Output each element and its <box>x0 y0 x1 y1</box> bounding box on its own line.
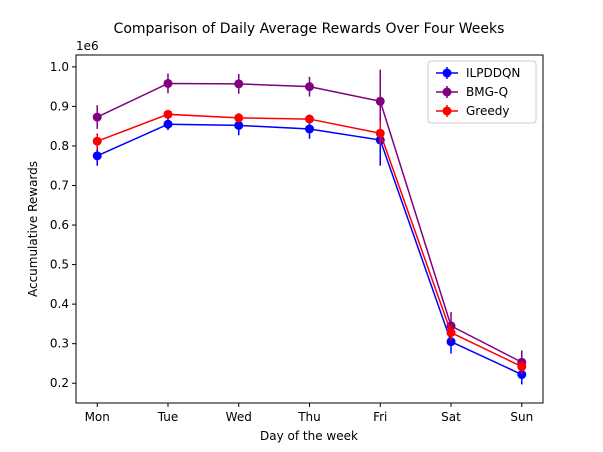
y-tick-label: 0.5 <box>50 258 69 272</box>
x-tick-label: Thu <box>297 410 321 424</box>
data-point <box>517 370 527 380</box>
data-point <box>446 328 456 338</box>
y-tick-label: 0.9 <box>50 99 69 113</box>
y-tick-label: 0.3 <box>50 337 69 351</box>
data-point <box>163 78 173 88</box>
x-axis: Mon Tue Wed Thu Fri Sat Sun <box>85 403 533 424</box>
data-point <box>92 151 102 161</box>
data-point <box>234 120 244 130</box>
x-tick-label: Tue <box>157 410 179 424</box>
data-point <box>234 113 244 123</box>
y-scale-label: 1e6 <box>76 39 99 53</box>
data-point <box>517 362 527 372</box>
y-tick-label: 0.7 <box>50 179 69 193</box>
y-tick-label: 0.6 <box>50 218 69 232</box>
x-tick-label: Mon <box>85 410 110 424</box>
y-axis: 0.2 0.3 0.4 0.5 0.6 0.7 0.8 0.9 1.0 <box>50 60 76 390</box>
legend-marker <box>442 106 452 116</box>
x-tick-label: Sun <box>510 410 533 424</box>
legend-item: BMG-Q <box>436 85 508 99</box>
x-axis-title: Day of the week <box>260 429 358 443</box>
data-point <box>163 119 173 129</box>
data-point <box>92 136 102 146</box>
legend-marker <box>442 68 452 78</box>
series-ilpddqn <box>92 114 527 385</box>
x-tick-label: Wed <box>226 410 252 424</box>
series-greedy <box>92 109 527 373</box>
chart-title: Comparison of Daily Average Rewards Over… <box>114 21 505 37</box>
plot-area <box>92 69 527 385</box>
data-point <box>234 79 244 89</box>
legend-box <box>427 60 537 124</box>
data-point <box>446 337 456 347</box>
legend-item: ILPDDQN <box>436 66 520 80</box>
legend-label: BMG-Q <box>466 85 508 99</box>
series-line <box>96 123 523 376</box>
data-point <box>163 109 173 119</box>
data-point <box>375 96 385 106</box>
x-tick-label: Fri <box>373 410 387 424</box>
y-axis-title: Accumulative Rewards <box>26 161 40 297</box>
data-point <box>305 82 314 92</box>
data-point <box>92 112 102 122</box>
y-tick-label: 1.0 <box>50 60 69 74</box>
legend-label: ILPDDQN <box>466 66 520 80</box>
legend-marker <box>442 87 452 97</box>
y-tick-label: 0.2 <box>50 376 69 390</box>
legend-item: Greedy <box>436 104 509 118</box>
legend: ILPDDQN BMG-Q Greedy <box>427 60 537 124</box>
x-tick-label: Sat <box>441 410 461 424</box>
y-tick-label: 0.8 <box>50 139 69 153</box>
y-tick-label: 0.4 <box>50 297 69 311</box>
data-point <box>305 124 314 134</box>
legend-label: Greedy <box>466 104 509 118</box>
data-point <box>305 114 314 124</box>
data-point <box>375 128 385 138</box>
